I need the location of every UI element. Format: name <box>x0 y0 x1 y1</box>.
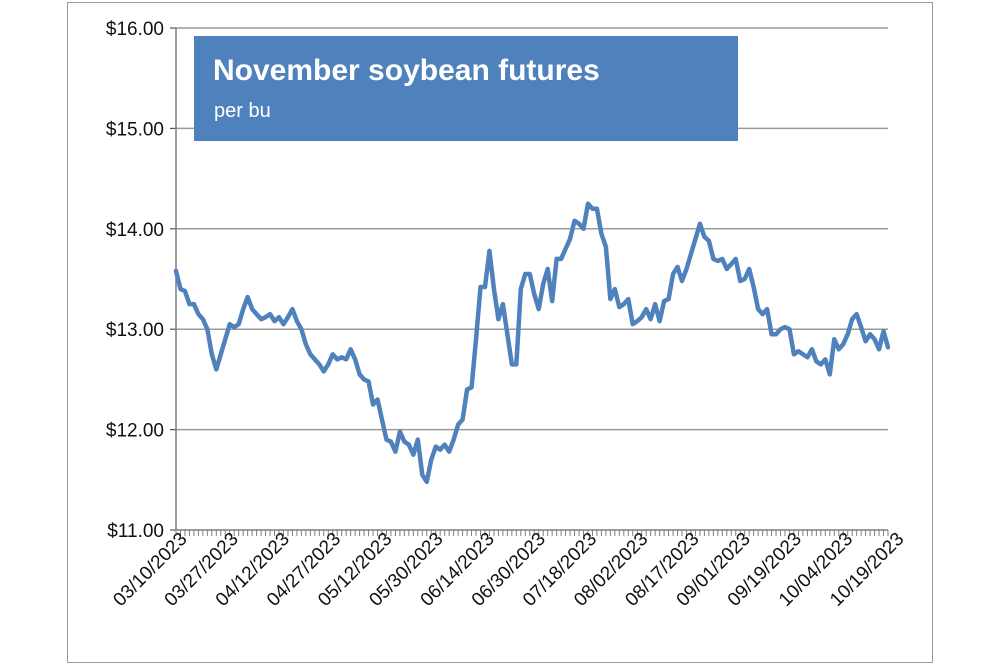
chart-title: November soybean futures <box>213 54 600 87</box>
y-tick-label: $15.00 <box>106 119 164 140</box>
y-tick-label: $12.00 <box>106 421 164 442</box>
y-tick-labels: $11.00 $12.00 $13.00 $14.00 $15.00 $16.00 <box>106 19 164 542</box>
title-box: November soybean futures per bu <box>194 36 738 141</box>
y-tick-label: $16.00 <box>106 19 164 40</box>
y-tick-label: $11.00 <box>107 521 164 542</box>
series-line <box>173 201 891 485</box>
y-tick-label: $14.00 <box>106 220 164 241</box>
y-tick-label: $13.00 <box>106 320 164 341</box>
series-layer <box>173 201 891 485</box>
title-background <box>194 36 738 141</box>
x-tick-labels: 03/10/202303/27/202304/12/202304/27/2023… <box>109 529 908 611</box>
chart-subtitle: per bu <box>214 100 271 122</box>
chart-frame <box>67 2 933 663</box>
